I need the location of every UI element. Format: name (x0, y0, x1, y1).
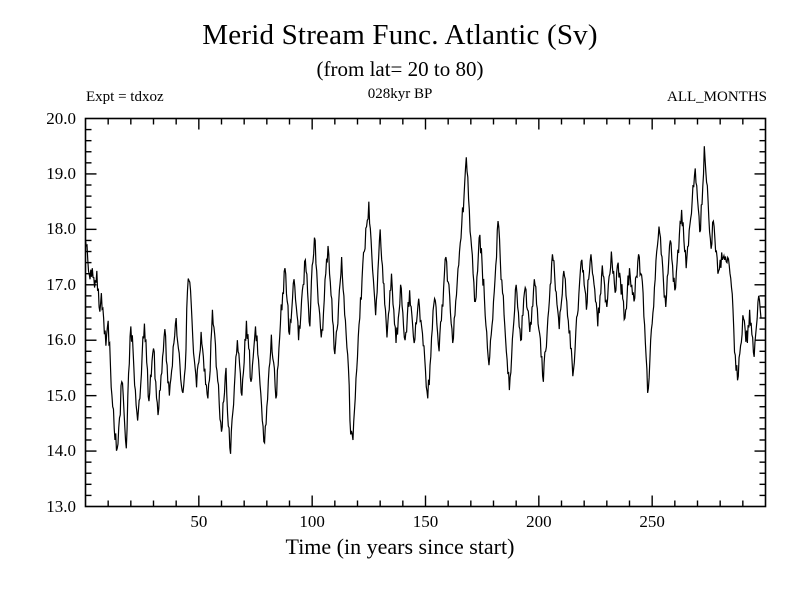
series-line (84, 146, 762, 454)
data-series-group (84, 146, 762, 454)
y-axis-tick-label: 14.0 (46, 441, 76, 461)
months-label: ALL_MONTHS (667, 89, 767, 105)
period-label: 028kyr BP (367, 86, 433, 102)
x-axis-tick-label: 50 (190, 511, 208, 531)
y-axis-tick-label: 17.0 (46, 274, 76, 294)
x-axis-title: Time (in years since start) (285, 534, 515, 559)
x-axis-tick-label: 150 (412, 511, 439, 531)
x-axis-ticks (107, 118, 744, 507)
y-axis-tick-label: 16.0 (46, 330, 76, 350)
chart-title: Merid Stream Func. Atlantic (Sv) (202, 19, 598, 51)
y-axis-ticks (85, 128, 766, 497)
axis-frame (84, 117, 767, 508)
x-axis-tick-label: 250 (639, 511, 665, 531)
y-axis-tick-label: 15.0 (46, 385, 76, 405)
experiment-label: Expt = tdxoz (86, 89, 164, 105)
x-axis-tick-label: 100 (299, 511, 325, 531)
y-axis-tick-label: 18.0 (46, 219, 76, 239)
x-axis-tick-label: 200 (526, 511, 552, 531)
chart-subtitle: (from lat= 20 to 80) (316, 57, 484, 81)
y-axis-tick-label: 13.0 (46, 496, 76, 516)
y-axis-tick-label: 19.0 (46, 163, 76, 183)
y-axis-tick-label: 20.0 (46, 108, 76, 128)
